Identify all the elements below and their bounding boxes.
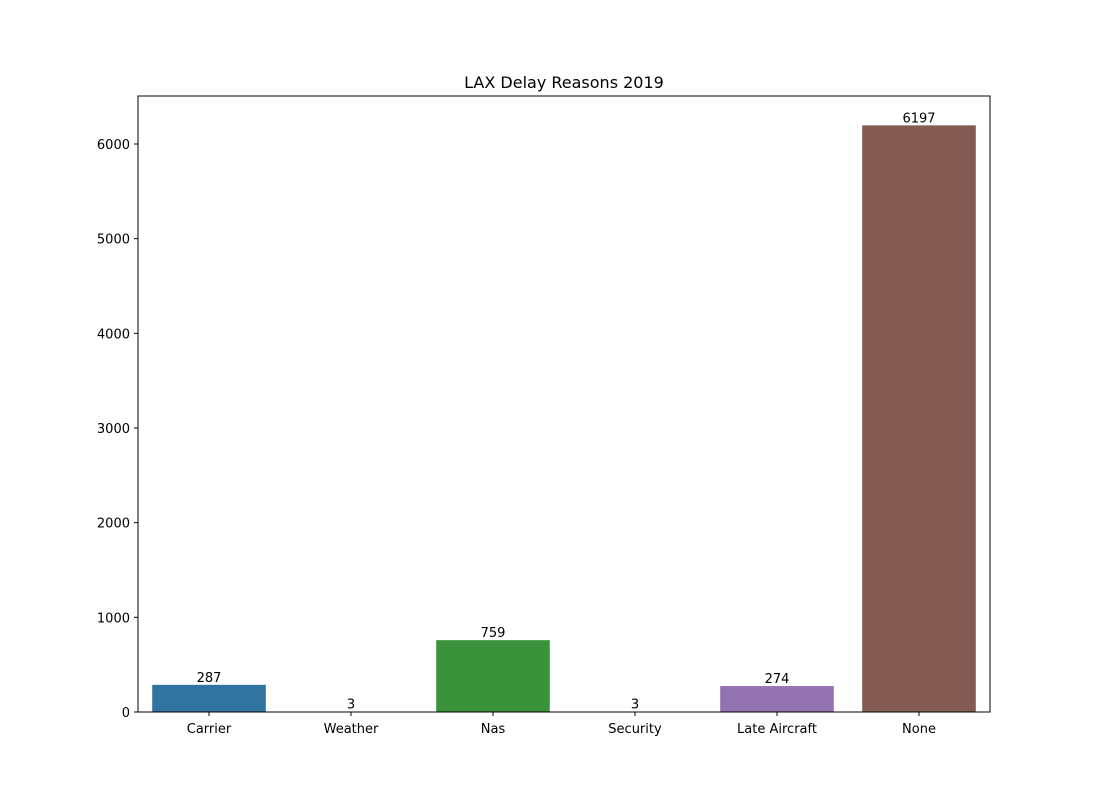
bar-late-aircraft: [720, 686, 834, 712]
x-axis: Carrier Weather Nas Security Late Aircraft No…: [187, 712, 936, 737]
plot-frame: [137, 95, 991, 713]
y-tick-label: 0: [122, 706, 130, 721]
data-label: 3: [631, 698, 639, 713]
x-tick-label: None: [902, 722, 936, 737]
x-tick-label: Weather: [324, 722, 379, 737]
data-label: 3: [347, 698, 355, 713]
x-tick-label: Late Aircraft: [737, 722, 817, 737]
x-tick-label: Security: [608, 722, 662, 737]
chart-title: LAX Delay Reasons 2019: [464, 73, 664, 92]
data-label: 274: [765, 672, 790, 687]
data-label: 287: [197, 671, 222, 686]
y-tick-label: 2000: [97, 517, 130, 532]
x-tick-label: Carrier: [187, 722, 232, 737]
bars-layer: [152, 125, 976, 712]
y-tick-label: 3000: [97, 422, 130, 437]
bar-none: [862, 125, 976, 712]
y-tick-label: 6000: [97, 138, 130, 153]
y-tick-label: 1000: [97, 611, 130, 626]
x-tick-label: Nas: [481, 722, 506, 737]
data-label: 759: [481, 626, 506, 641]
bar-carrier: [152, 684, 266, 712]
data-labels-layer: 287 3 759 3 274 6197: [197, 111, 936, 712]
y-axis: 0 1000 2000 3000 4000 5000 6000: [97, 138, 138, 721]
data-label: 6197: [902, 111, 935, 126]
bar-nas: [436, 640, 550, 712]
y-tick-label: 4000: [97, 327, 130, 342]
y-tick-label: 5000: [97, 233, 130, 248]
